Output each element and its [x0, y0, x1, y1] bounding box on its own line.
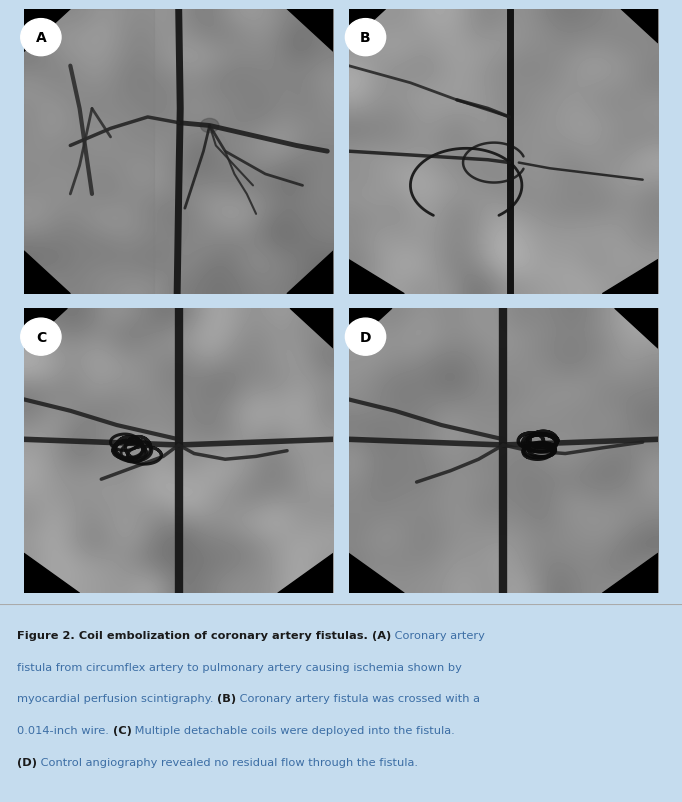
Polygon shape	[349, 553, 404, 593]
Text: Coronary artery fistula was crossed with a: Coronary artery fistula was crossed with…	[236, 694, 480, 703]
Text: fistula from circumflex artery to pulmonary artery causing ischemia shown by: fistula from circumflex artery to pulmon…	[17, 662, 462, 672]
Circle shape	[20, 19, 61, 57]
Polygon shape	[24, 252, 70, 294]
Text: Control angiography revealed no residual flow through the fistula.: Control angiography revealed no residual…	[37, 757, 418, 768]
Polygon shape	[349, 309, 392, 349]
Text: (D): (D)	[17, 757, 37, 768]
Text: D: D	[360, 330, 371, 344]
Polygon shape	[287, 10, 333, 52]
Circle shape	[345, 318, 385, 356]
Polygon shape	[290, 309, 333, 349]
Circle shape	[345, 19, 385, 57]
Circle shape	[20, 318, 61, 356]
Polygon shape	[287, 252, 333, 294]
Polygon shape	[602, 260, 658, 294]
Text: 0.014-inch wire.: 0.014-inch wire.	[17, 726, 113, 735]
Polygon shape	[349, 260, 404, 294]
Polygon shape	[24, 309, 68, 349]
Text: (B): (B)	[217, 694, 236, 703]
Text: C: C	[35, 330, 46, 344]
Polygon shape	[24, 10, 70, 52]
Text: A: A	[35, 31, 46, 45]
Text: Coronary artery: Coronary artery	[391, 630, 485, 640]
Polygon shape	[24, 553, 80, 593]
Text: B: B	[360, 31, 371, 45]
Polygon shape	[602, 553, 658, 593]
Text: (A): (A)	[372, 630, 391, 640]
Polygon shape	[278, 553, 333, 593]
Polygon shape	[349, 10, 385, 44]
Text: Multiple detachable coils were deployed into the fistula.: Multiple detachable coils were deployed …	[132, 726, 455, 735]
Bar	[24, 10, 154, 294]
Text: Figure 2. Coil embolization of coronary artery fistulas.: Figure 2. Coil embolization of coronary …	[17, 630, 372, 640]
Ellipse shape	[201, 119, 219, 133]
Text: (C): (C)	[113, 726, 132, 735]
Polygon shape	[614, 309, 658, 349]
Text: myocardial perfusion scintigraphy.: myocardial perfusion scintigraphy.	[17, 694, 217, 703]
Polygon shape	[621, 10, 658, 44]
